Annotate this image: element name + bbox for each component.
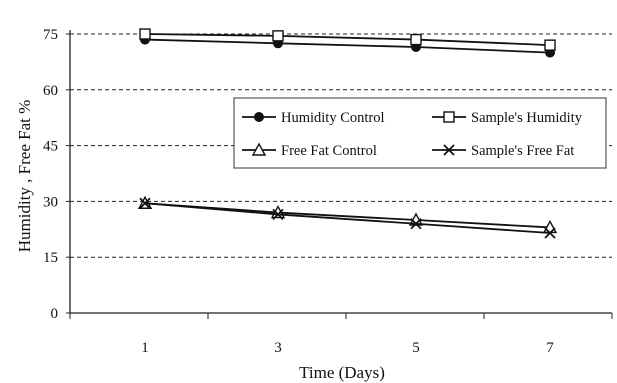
legend-item-sample-s-free-fat: Sample's Free Fat — [432, 143, 574, 159]
legend-item-humidity-control: Humidity Control — [242, 110, 385, 126]
x-stroke — [139, 197, 151, 209]
x-stroke — [410, 218, 422, 230]
legend-label: Sample's Free Fat — [471, 143, 574, 159]
data-point-sample-s-humidity — [139, 28, 151, 40]
legend-marker — [254, 112, 264, 122]
legend-item-free-fat-control: Free Fat Control — [242, 142, 377, 159]
legend-marker — [443, 144, 455, 156]
x-tick-label: 3 — [274, 340, 282, 356]
data-point-sample-s-free-fat — [410, 218, 422, 230]
y-tick-label: 60 — [43, 83, 58, 99]
x-stroke — [443, 144, 455, 156]
y-tick-label: 0 — [51, 306, 59, 322]
x-stroke — [272, 208, 284, 221]
series-line-free-fat-control — [144, 202, 551, 229]
series-free-fat-control — [137, 195, 558, 234]
legend-box — [233, 97, 607, 169]
x-tick-label: 5 — [412, 340, 420, 356]
data-point-sample-s-humidity — [410, 33, 422, 46]
data-point-sample-s-humidity — [544, 39, 556, 51]
y-axis-ticks: 0 15 30 45 60 75 — [43, 27, 70, 322]
axes — [69, 30, 612, 314]
x-axis-title: Time (Days) — [299, 363, 385, 382]
legend: Humidity Control Sample's Humidity Free Fa… — [233, 97, 607, 169]
y-axis-title: Humidity , Free Fat % — [15, 100, 34, 253]
y-tick-label: 15 — [43, 250, 58, 266]
x-axis-ticks: 1 3 5 7 — [69, 313, 613, 356]
legend-label: Free Fat Control — [281, 143, 377, 159]
data-point-sample-s-free-fat — [544, 227, 556, 239]
data-point-sample-s-humidity — [272, 30, 284, 42]
series-sample-s-free-fat — [139, 197, 556, 239]
series-line-humidity-control — [144, 38, 551, 54]
data-point-sample-s-free-fat — [139, 197, 151, 209]
series-line-sample-s-humidity — [144, 33, 551, 47]
x-tick-label: 1 — [141, 340, 149, 356]
legend-marker — [443, 111, 455, 123]
series-sample-s-humidity — [139, 28, 556, 51]
series-line-sample-s-free-fat — [144, 202, 551, 234]
x-tick-label: 7 — [546, 340, 554, 356]
y-tick-label: 45 — [43, 139, 58, 155]
legend-item-sample-s-humidity: Sample's Humidity — [432, 110, 583, 126]
legend-label: Sample's Humidity — [471, 110, 583, 126]
data-point-sample-s-free-fat — [272, 208, 284, 221]
legend-label: Humidity Control — [281, 110, 385, 126]
y-tick-label: 75 — [43, 27, 58, 43]
x-stroke — [544, 227, 556, 239]
y-tick-label: 30 — [43, 194, 58, 210]
legend-marker — [251, 142, 267, 156]
series-group — [137, 28, 558, 239]
